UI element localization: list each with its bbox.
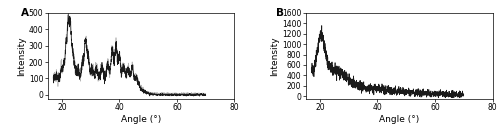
Text: B: B [276,8,283,18]
Y-axis label: Intensity: Intensity [270,36,279,76]
Y-axis label: Intensity: Intensity [17,36,26,76]
Text: A: A [22,8,30,18]
X-axis label: Angle (°): Angle (°) [121,115,161,124]
X-axis label: Angle (°): Angle (°) [379,115,419,124]
